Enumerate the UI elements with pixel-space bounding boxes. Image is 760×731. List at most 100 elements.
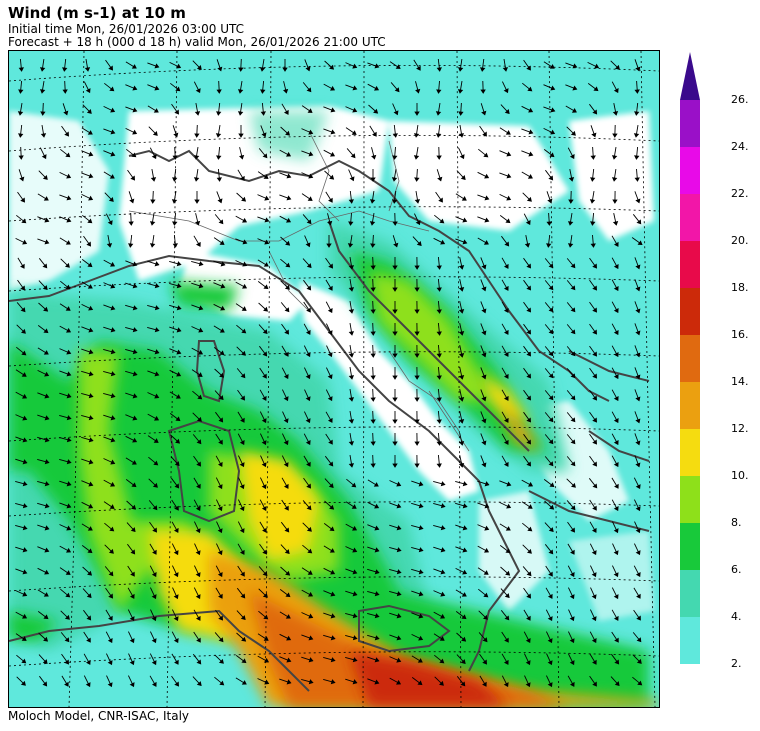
wind-arrow-head — [370, 419, 376, 424]
wind-arrow-head — [43, 614, 49, 620]
wind-arrow-head — [110, 151, 116, 157]
wind-arrow-head — [153, 108, 159, 113]
wind-arrow-head — [44, 217, 50, 223]
wind-arrow-head — [197, 394, 203, 400]
wind-arrow-head — [482, 681, 487, 687]
wind-arrow-head — [88, 371, 94, 377]
wind-arrow-head — [217, 461, 223, 467]
wind-arrow-head — [414, 397, 420, 402]
wind-arrow-head — [635, 440, 641, 446]
wind-arrow-head — [504, 615, 510, 621]
wind-arrow-head — [635, 330, 641, 336]
wind-arrow-head — [352, 547, 358, 553]
wind-arrow-head — [506, 173, 512, 179]
wind-arrow-head — [240, 395, 245, 401]
wind-arrow-head — [217, 66, 223, 72]
wind-arrow-head — [414, 419, 420, 424]
wind-arrow-head — [109, 526, 115, 532]
wind-arrow-head — [196, 483, 201, 489]
wind-arrow-head — [131, 64, 137, 69]
wind-arrow-head — [635, 396, 641, 402]
wind-arrow-head — [461, 196, 467, 201]
wind-arrow-head — [349, 176, 355, 182]
wind-arrow-head — [591, 132, 597, 138]
wind-arrow-head — [462, 569, 468, 575]
wind-arrow-head — [613, 528, 619, 534]
wind-arrow-head — [392, 463, 398, 468]
wind-arrow-head — [282, 67, 288, 72]
wind-arrow-head — [42, 285, 48, 291]
wind-arrow-head — [241, 196, 247, 202]
wind-arrow-head — [396, 503, 402, 509]
wind-arrow-head — [285, 262, 291, 268]
wind-arrow-head — [22, 393, 28, 399]
wind-arrow-head — [480, 89, 486, 94]
wind-arrow-head — [241, 658, 247, 664]
wind-arrow-head — [88, 415, 94, 421]
wind-band-16-18 — [349, 651, 509, 707]
wind-arrow-head — [39, 89, 46, 94]
wind-arrow-head — [613, 572, 619, 578]
wind-arrow-head — [330, 151, 336, 157]
wind-arrow-head — [21, 372, 27, 377]
wind-arrow-head — [328, 461, 334, 467]
wind-arrow-head — [418, 547, 424, 553]
wind-arrow-head — [526, 65, 531, 71]
wind-arrow-head — [414, 353, 420, 358]
wind-arrow-head — [196, 439, 202, 445]
wind-arrow-head — [481, 462, 487, 468]
parallel-line — [9, 651, 659, 667]
wind-arrow-head — [328, 483, 334, 489]
wind-arrow-head — [88, 173, 94, 179]
wind-arrow-head — [85, 682, 91, 688]
wind-arrow-head — [65, 306, 71, 311]
wind-arrow-head — [44, 393, 50, 399]
wind-arrow-head — [546, 243, 552, 248]
wind-arrow-head — [570, 285, 576, 291]
wind-arrow-head — [261, 132, 267, 138]
wind-arrow-head — [262, 592, 268, 598]
wind-arrow-head — [568, 176, 575, 182]
wind-arrow-head — [547, 638, 553, 644]
wind-arrow-head — [283, 109, 289, 115]
wind-arrow-head — [547, 616, 553, 622]
wind-arrow-head — [635, 286, 641, 292]
wind-arrow-head — [414, 177, 420, 182]
wind-arrow-head — [285, 614, 291, 619]
wind-arrow-head — [526, 395, 531, 401]
wind-arrow-head — [66, 349, 72, 355]
wind-arrow-head — [503, 373, 509, 379]
colorbar-label: 14. — [731, 375, 749, 388]
wind-arrow-head — [64, 681, 69, 687]
wind-arrow-head — [528, 107, 534, 113]
wind-arrow-head — [261, 506, 267, 512]
wind-arrow-head — [504, 593, 510, 599]
wind-arrow-head — [592, 659, 597, 665]
wind-arrow-head — [374, 63, 380, 69]
wind-arrow-head — [43, 196, 49, 201]
wind-arrow-head — [305, 242, 311, 248]
wind-arrow-head — [569, 638, 575, 644]
wind-arrow-head — [62, 89, 68, 94]
wind-arrow-head — [547, 682, 553, 688]
wind-arrow-head — [44, 239, 50, 245]
wind-arrow-head — [592, 681, 597, 687]
wind-arrow-head — [414, 287, 420, 292]
wind-arrow-head — [240, 593, 246, 599]
wind-arrow-head — [283, 374, 289, 380]
wind-arrow-head — [263, 284, 269, 290]
wind-arrow-head — [569, 154, 575, 160]
wind-arrow-head — [306, 461, 311, 467]
wind-arrow-head — [570, 527, 575, 533]
wind-arrow-head — [548, 263, 554, 269]
wind-arrow-head — [352, 679, 358, 685]
wind-arrow-head — [66, 459, 72, 465]
wind-arrow-head — [440, 613, 446, 619]
wind-arrow-head — [635, 198, 641, 204]
wind-arrow-head — [43, 306, 49, 312]
wind-arrow-head — [568, 199, 574, 204]
wind-arrow-head — [591, 572, 597, 578]
wind-arrow-head — [526, 196, 532, 202]
wind-arrow-head — [66, 195, 72, 201]
wind-arrow-head — [637, 240, 643, 245]
